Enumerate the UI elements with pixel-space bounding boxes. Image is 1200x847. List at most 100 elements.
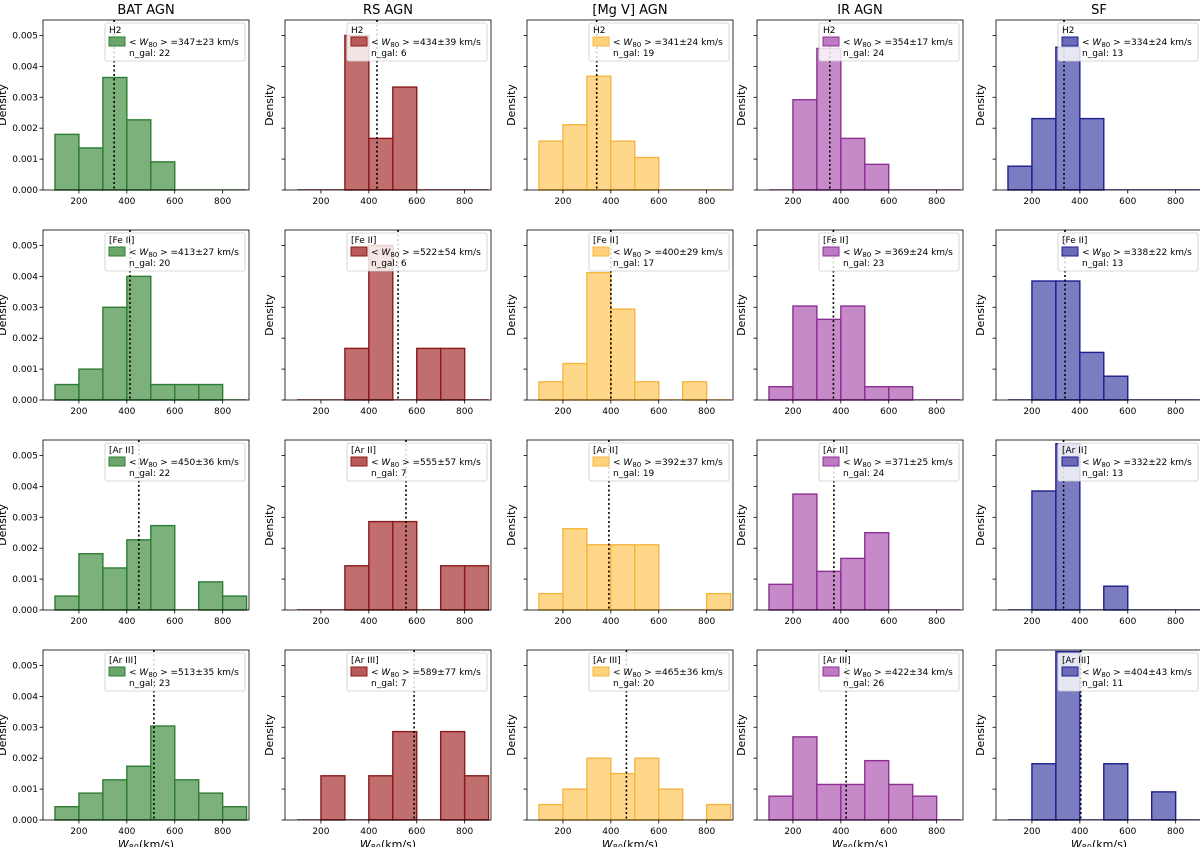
x-tick-label: 600 — [166, 197, 183, 207]
histogram-bar — [768, 386, 794, 401]
legend-mean: < W80 > =334±24 km/s — [1082, 38, 1192, 49]
x-tick-label: 600 — [880, 197, 897, 207]
x-axis-label: W80(km/s) — [602, 838, 658, 847]
axes-frame — [995, 649, 1200, 821]
x-tick-label: 800 — [928, 827, 945, 837]
axes-frame — [42, 19, 250, 191]
y-axis-label: Density — [263, 714, 276, 756]
legend: [Ar III] < W80 > =404±43 km/sn_gal: 11 — [1057, 652, 1199, 692]
x-tick-label: 800 — [1167, 827, 1184, 837]
legend-box — [104, 652, 246, 692]
legend-line-name: H2 — [593, 26, 606, 36]
y-tick-label: 0.001 — [12, 575, 38, 585]
legend-box — [588, 22, 730, 62]
legend: [Ar III] < W80 > =589±77 km/sn_gal: 7 — [346, 652, 488, 692]
histogram-bar — [586, 757, 612, 821]
x-tick-label: 200 — [1023, 827, 1040, 837]
histogram-bar — [221, 595, 248, 611]
x-tick-label: 800 — [214, 617, 231, 627]
histogram-bar — [174, 779, 200, 821]
x-axis-label: W80(km/s) — [360, 838, 416, 847]
x-tick-label: 400 — [832, 197, 849, 207]
x-tick-label: 200 — [312, 407, 329, 417]
x-tick-label: 600 — [1119, 827, 1136, 837]
y-tick-label: 0.000 — [12, 396, 38, 406]
x-tick-label: 200 — [312, 617, 329, 627]
x-tick-label: 800 — [928, 197, 945, 207]
column-title: BAT AGN — [117, 3, 174, 18]
x-tick-label: 200 — [784, 827, 801, 837]
histogram-panel: 200 400 600 800 Density H2 < W80 > =334±24 km/… — [974, 19, 1200, 207]
legend-ngal: n_gal: 23 — [843, 259, 884, 269]
x-tick-label: 400 — [602, 617, 619, 627]
legend-mean: < W80 > =341±24 km/s — [613, 38, 723, 49]
legend-ngal: n_gal: 7 — [371, 469, 407, 479]
x-tick-label: 800 — [456, 407, 473, 417]
x-tick-label: 200 — [784, 407, 801, 417]
x-tick-label: 200 — [312, 827, 329, 837]
axes-frame — [756, 229, 964, 401]
y-tick-label: 0.003 — [12, 303, 38, 313]
histogram-bar — [538, 381, 564, 401]
y-axis-label: Density — [0, 504, 9, 546]
legend-swatch — [1061, 36, 1079, 47]
y-axis-label: Density — [974, 84, 987, 126]
x-tick-label: 400 — [1071, 197, 1088, 207]
y-tick-label: 0.001 — [12, 155, 38, 165]
x-tick-label: 200 — [70, 827, 87, 837]
legend-box — [1057, 22, 1199, 62]
column-title: SF — [1091, 3, 1107, 18]
legend-swatch — [350, 246, 368, 257]
histogram-panel: 200 400 600 800 Density [Ar III] < W80 > =589±… — [263, 649, 492, 847]
x-tick-label: 400 — [118, 827, 135, 837]
x-tick-label: 600 — [1119, 617, 1136, 627]
x-tick-label: 600 — [408, 197, 425, 207]
legend-swatch — [1061, 666, 1079, 677]
histogram-panel: 200 400 600 800 0.000 0.001 0.002 0.003 0.004 0.0… — [0, 19, 250, 207]
y-axis-label: Density — [735, 504, 748, 546]
histogram-bar — [368, 137, 394, 191]
legend-mean: < W80 > =413±27 km/s — [129, 248, 239, 259]
histogram-bar — [1079, 117, 1105, 191]
histogram-bar — [562, 362, 588, 401]
y-tick-label: 0.000 — [12, 606, 38, 616]
axes-frame — [284, 439, 492, 611]
histogram-panel: 200 400 600 800 Density [Fe II] < W80 > =369±2… — [735, 229, 964, 417]
legend-swatch — [592, 666, 610, 677]
x-tick-label: 200 — [554, 827, 571, 837]
x-tick-label: 400 — [602, 407, 619, 417]
histogram-panel: 200 400 600 800 Density [Ar II] < W80 > =332±2… — [974, 439, 1200, 627]
y-tick-label: 0.002 — [12, 544, 38, 554]
y-tick-label: 0.005 — [12, 241, 38, 251]
histogram-bar — [586, 544, 612, 611]
x-tick-label: 400 — [1071, 407, 1088, 417]
legend-mean: < W80 > =338±22 km/s — [1082, 248, 1192, 259]
x-tick-label: 400 — [832, 827, 849, 837]
legend-swatch — [822, 36, 840, 47]
histogram-bar — [864, 759, 890, 821]
x-tick-label: 600 — [166, 617, 183, 627]
histogram-bar — [888, 386, 914, 401]
legend: H2 < W80 > =347±23 km/sn_gal: 22 — [104, 22, 246, 62]
histogram-bar — [416, 347, 442, 401]
histogram-panel: 200 400 600 800 Density [Ar III] < W80 > =404±… — [974, 649, 1200, 847]
histogram-bar — [1079, 351, 1105, 401]
histogram-bar — [1031, 490, 1057, 611]
histogram-bar — [126, 765, 152, 821]
x-tick-label: 200 — [784, 617, 801, 627]
legend-mean: < W80 > =513±35 km/s — [129, 668, 239, 679]
histogram-bar — [54, 806, 80, 821]
histogram-panel: 200 400 600 800 0.000 0.001 0.002 0.003 0.004 0.0… — [0, 229, 250, 417]
y-axis-label: Density — [0, 294, 9, 336]
legend-ngal: n_gal: 19 — [613, 49, 655, 59]
histogram-bar — [610, 308, 636, 401]
legend: H2 < W80 > =341±24 km/sn_gal: 19 — [588, 22, 730, 62]
histogram-bar — [562, 528, 588, 611]
legend-ngal: n_gal: 13 — [1082, 469, 1123, 479]
y-axis-label: Density — [505, 84, 518, 126]
y-tick-label: 0.000 — [12, 186, 38, 196]
legend-box — [818, 652, 960, 692]
y-tick-label: 0.000 — [12, 816, 38, 826]
histogram-bar — [840, 557, 866, 611]
histogram-panel: 200 400 600 800 Density [Fe II] < W80 > =400±2… — [505, 229, 734, 417]
